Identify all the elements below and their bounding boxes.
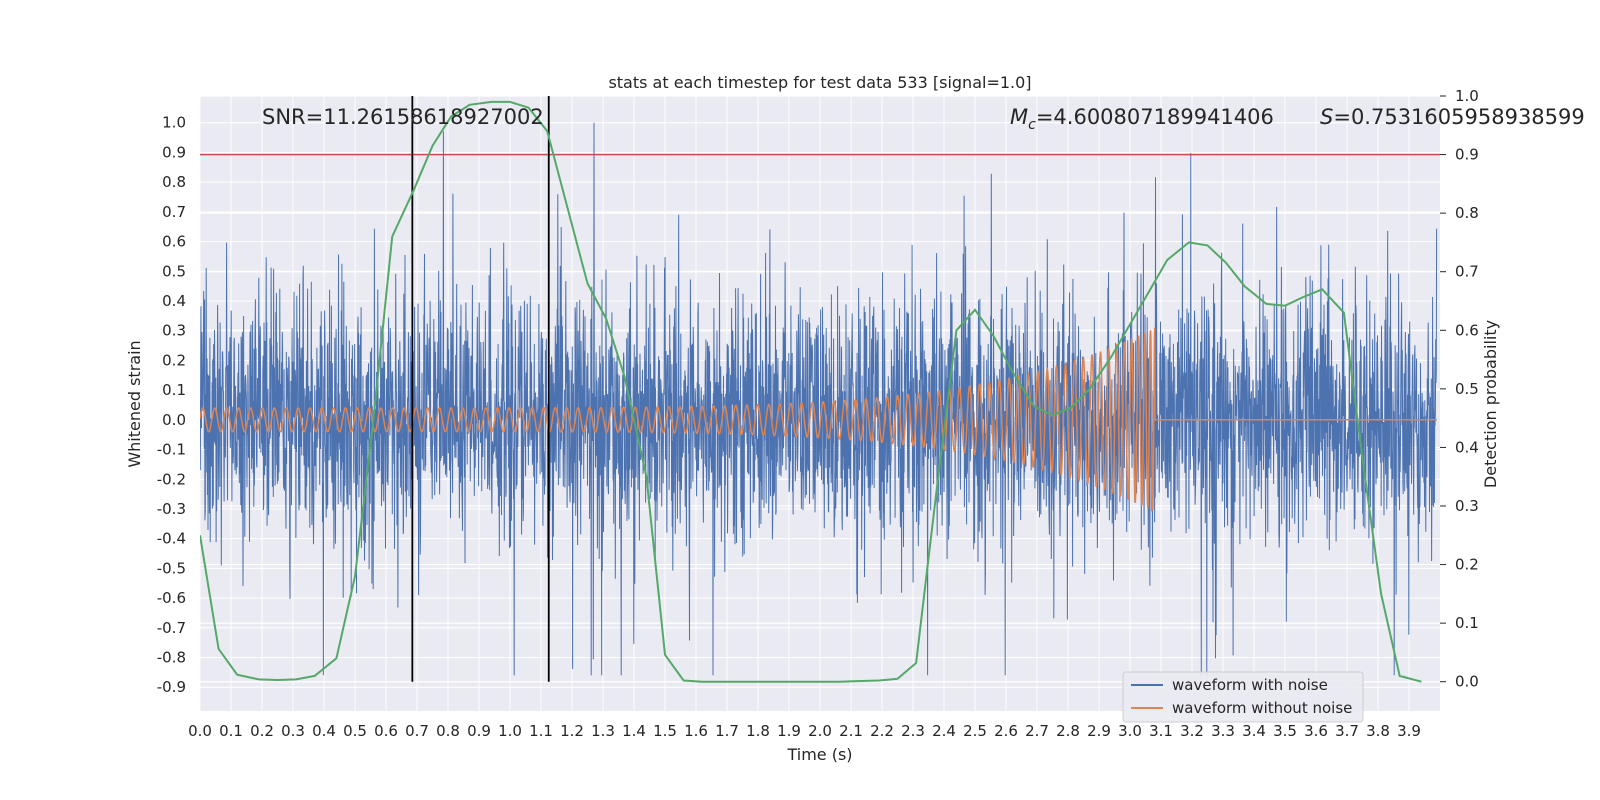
x-tick-label: 2.8 bbox=[1056, 722, 1080, 740]
legend-box bbox=[1122, 671, 1364, 723]
y-left-tick-label: 0.0 bbox=[162, 411, 186, 429]
x-tick-label: 0.2 bbox=[250, 722, 274, 740]
x-tick-label: 1.5 bbox=[653, 722, 677, 740]
mc-subscript: c bbox=[1028, 117, 1036, 133]
y-left-tick-label: -0.1 bbox=[157, 441, 186, 459]
x-tick-label: 0.0 bbox=[188, 722, 212, 740]
y-left-tick-label: 0.2 bbox=[162, 351, 186, 369]
y-left-tick-label: -0.7 bbox=[157, 619, 186, 637]
y-left-tick-label: -0.2 bbox=[157, 470, 186, 488]
y-right-tick-label: 0.0 bbox=[1455, 673, 1479, 691]
chart-title: stats at each timestep for test data 533… bbox=[608, 73, 1031, 92]
y-right-tick-label: 0.2 bbox=[1455, 556, 1479, 574]
legend-label-noise: waveform with noise bbox=[1172, 676, 1328, 694]
y-left-tick-label: 0.8 bbox=[162, 173, 186, 191]
x-tick-label: 3.6 bbox=[1304, 722, 1328, 740]
x-tick-label: 0.6 bbox=[374, 722, 398, 740]
y-right-tick-label: 0.4 bbox=[1455, 438, 1479, 456]
x-tick-label: 3.8 bbox=[1366, 722, 1390, 740]
y-left-tick-label: 1.0 bbox=[162, 114, 186, 132]
x-axis-label: Time (s) bbox=[786, 745, 852, 764]
y-left-tick-label: -0.6 bbox=[157, 589, 186, 607]
y-right-tick-label: 0.1 bbox=[1455, 614, 1479, 632]
y-right-tick-labels: 0.0 0.1 0.2 0.3 0.4 0.5 0.6 0.7 0.8 0.9 1.0 bbox=[1440, 87, 1479, 691]
y-left-tick-label: 0.6 bbox=[162, 233, 186, 251]
x-tick-label: 1.2 bbox=[560, 722, 584, 740]
x-tick-label: 0.9 bbox=[467, 722, 491, 740]
x-tick-label: 2.9 bbox=[1087, 722, 1111, 740]
y-left-axis-label: Whitened strain bbox=[125, 340, 144, 467]
x-tick-label: 3.1 bbox=[1149, 722, 1173, 740]
x-tick-label: 3.4 bbox=[1242, 722, 1266, 740]
x-tick-label: 0.1 bbox=[219, 722, 243, 740]
legend-label-clean: waveform without noise bbox=[1172, 699, 1352, 717]
x-tick-label: 2.0 bbox=[808, 722, 832, 740]
y-right-tick-label: 0.5 bbox=[1455, 380, 1479, 398]
x-tick-label: 1.1 bbox=[529, 722, 553, 740]
x-tick-label: 0.4 bbox=[312, 722, 336, 740]
chirp-mass-annotation: Mc=4.600807189941406 bbox=[1010, 105, 1274, 133]
waveform-with-noise-line bbox=[200, 122, 1438, 676]
x-tick-label: 2.1 bbox=[839, 722, 863, 740]
x-tick-label: 1.4 bbox=[622, 722, 646, 740]
x-tick-label: 2.6 bbox=[994, 722, 1018, 740]
s-annotation: S=0.7531605958938599 bbox=[1320, 105, 1585, 129]
x-tick-label: 2.4 bbox=[932, 722, 956, 740]
x-tick-label: 0.3 bbox=[281, 722, 305, 740]
y-left-tick-label: 0.4 bbox=[162, 292, 186, 310]
snr-annotation: SNR=11.26158618927002 bbox=[262, 105, 544, 129]
x-tick-label: 3.2 bbox=[1180, 722, 1204, 740]
waveform-without-noise-line bbox=[200, 327, 1437, 511]
y-left-tick-label: 0.7 bbox=[162, 203, 186, 221]
y-left-tick-label: 0.5 bbox=[162, 262, 186, 280]
y-right-axis-label: Detection probability bbox=[1481, 320, 1500, 488]
x-tick-label: 3.9 bbox=[1397, 722, 1421, 740]
y-left-tick-label: -0.5 bbox=[157, 559, 186, 577]
y-left-tick-label: -0.4 bbox=[157, 530, 186, 548]
x-tick-labels: 0.0 0.1 0.2 0.3 0.4 0.5 0.6 0.7 0.8 0.9 1.0 1.1 1.2 1… bbox=[188, 722, 1421, 740]
y-right-tick-label: 1.0 bbox=[1455, 87, 1479, 105]
legend: waveform with noise waveform without noi… bbox=[1122, 671, 1364, 723]
y-left-tick-label: 0.1 bbox=[162, 381, 186, 399]
y-right-tick-label: 0.6 bbox=[1455, 321, 1479, 339]
mc-value: =4.600807189941406 bbox=[1036, 105, 1274, 129]
y-right-tick-label: 0.3 bbox=[1455, 497, 1479, 515]
x-tick-label: 1.7 bbox=[715, 722, 739, 740]
x-tick-label: 2.7 bbox=[1025, 722, 1049, 740]
x-tick-label: 3.7 bbox=[1335, 722, 1359, 740]
y-right-tick-label: 0.9 bbox=[1455, 146, 1479, 164]
mc-symbol: M bbox=[1010, 105, 1028, 129]
s-value: =0.7531605958938599 bbox=[1333, 105, 1584, 129]
x-tick-label: 0.5 bbox=[343, 722, 367, 740]
s-symbol: S bbox=[1320, 105, 1333, 129]
x-tick-label: 1.0 bbox=[498, 722, 522, 740]
x-tick-label: 3.5 bbox=[1273, 722, 1297, 740]
y-left-tick-label: 0.3 bbox=[162, 322, 186, 340]
x-tick-label: 1.6 bbox=[684, 722, 708, 740]
y-left-tick-label: -0.3 bbox=[157, 500, 186, 518]
x-tick-label: 3.0 bbox=[1118, 722, 1142, 740]
x-tick-label: 1.9 bbox=[777, 722, 801, 740]
y-left-tick-labels: -0.9 -0.8 -0.7 -0.6 -0.5 -0.4 -0.3 -0.2 -0.1 0.0 0… bbox=[157, 114, 186, 696]
y-right-tick-label: 0.8 bbox=[1455, 204, 1479, 222]
y-left-tick-label: -0.9 bbox=[157, 678, 186, 696]
x-tick-label: 1.8 bbox=[746, 722, 770, 740]
x-tick-label: 2.5 bbox=[963, 722, 987, 740]
x-tick-label: 2.2 bbox=[870, 722, 894, 740]
series-layer bbox=[200, 96, 1440, 683]
x-tick-label: 1.3 bbox=[591, 722, 615, 740]
x-tick-label: 3.3 bbox=[1211, 722, 1235, 740]
x-tick-label: 0.8 bbox=[436, 722, 460, 740]
detection-probability-line bbox=[200, 100, 1422, 683]
y-left-tick-label: 0.9 bbox=[162, 143, 186, 161]
x-tick-label: 0.7 bbox=[405, 722, 429, 740]
x-tick-label: 2.3 bbox=[901, 722, 925, 740]
y-left-tick-label: -0.8 bbox=[157, 649, 186, 667]
y-right-tick-label: 0.7 bbox=[1455, 263, 1479, 281]
